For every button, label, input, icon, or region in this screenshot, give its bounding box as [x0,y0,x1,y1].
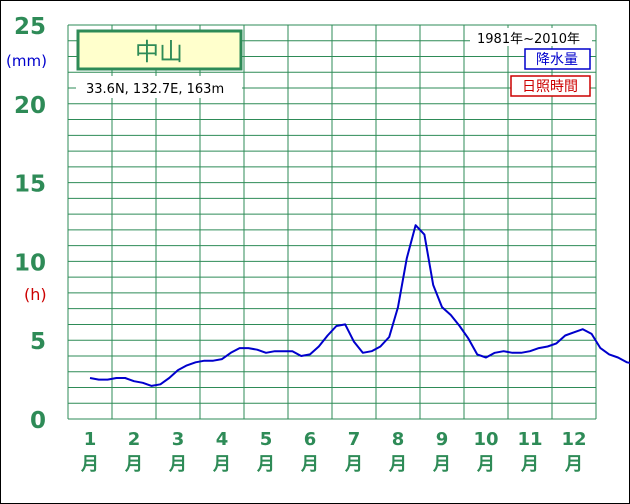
legend-sun-label: 日照時間 [522,79,578,95]
x-tick-month-suffix: 月 [80,454,99,475]
series-line-precipitation [89,224,630,387]
legend-precip-label: 降水量 [536,52,578,68]
y-tick-label: 15 [14,172,46,198]
x-tick-month-suffix: 月 [388,454,407,475]
x-tick-month-number: 12 [561,429,586,450]
coords-text: 33.6N, 132.7E, 163m [86,82,224,97]
coords-box [76,76,242,98]
x-tick-month-suffix: 月 [476,454,495,475]
x-tick-month-number: 5 [260,429,273,450]
x-tick-month-suffix: 月 [124,454,143,475]
x-tick-month-suffix: 月 [564,454,583,475]
x-tick-month-number: 1 [84,429,97,450]
y-tick-label: 10 [14,250,46,276]
x-tick-month-number: 11 [517,429,542,450]
x-tick-month-suffix: 月 [256,454,275,475]
x-tick-month-number: 9 [436,429,449,450]
title-box [76,29,243,71]
period-box [470,28,592,46]
x-tick-month-number: 4 [216,429,229,450]
chart-title: 中山 [135,38,183,66]
x-tick-month-suffix: 月 [520,454,539,475]
x-tick-month-suffix: 月 [344,454,363,475]
y-tick-label: 25 [14,14,46,40]
period-text: 1981年~2010年 [477,32,580,47]
y-unit-precip: (mm) [6,52,47,70]
x-tick-month-suffix: 月 [212,454,231,475]
x-tick-month-number: 3 [172,429,185,450]
x-tick-month-suffix: 月 [432,454,451,475]
x-tick-labels: 1 月 2 月 3 月 4 月 5 月 6 月 7 月 8 月 9 月 10 月 11 月 12 月 [80,429,587,475]
legend-precip-box [524,48,591,70]
y-tick-label: 20 [14,93,46,119]
x-tick-month-suffix: 月 [168,454,187,475]
x-tick-month-number: 2 [128,429,141,450]
y-tick-label: 5 [30,329,46,355]
x-tick-month-number: 10 [473,429,498,450]
x-tick-month-number: 6 [304,429,317,450]
y-tick-labels: 0 5 10 15 20 25 [14,14,46,434]
grid [67,24,597,420]
x-tick-month-number: 8 [392,429,405,450]
series-layer [89,224,630,387]
y-unit-sun: (h) [24,285,47,304]
y-tick-label: 0 [30,408,46,434]
legend-sun-box [510,75,591,97]
x-tick-month-suffix: 月 [300,454,319,475]
x-tick-month-number: 7 [348,429,361,450]
